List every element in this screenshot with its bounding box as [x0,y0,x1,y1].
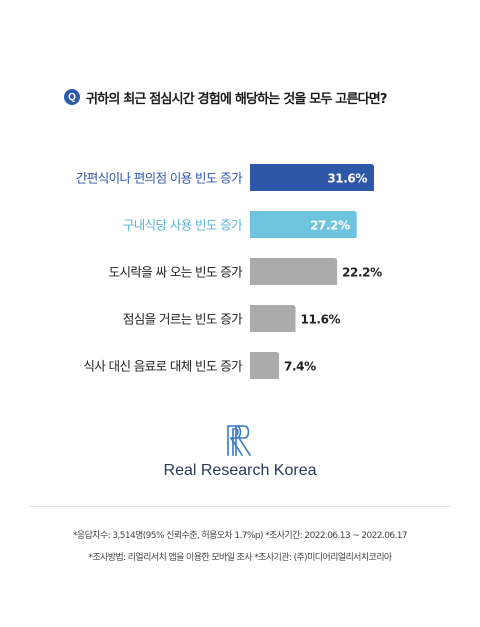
survey-question: Q 귀하의 최근 점심시간 경험에 해당하는 것을 모두 고른다면? [64,88,387,107]
rr-monogram-icon [227,425,252,456]
footnote-sample: *응답자수: 3,514명(95% 신뢰수준, 허용오차 1.7%p) *조사기… [73,531,408,541]
value-label-3: 22.2% [342,266,382,280]
brand-name: Real Research Korea [163,462,317,479]
category-label-2: 구내식당 사용 빈도 증가 [123,218,243,233]
category-label-3: 도시락을 싸 오는 빈도 증가 [109,265,243,280]
category-label-1: 간편식이나 편의점 이용 빈도 증가 [76,171,243,186]
footnote-method: *조사방법: 리얼리서치 앱을 이용한 모바일 조사 *조사기관: (주)미디어… [88,553,392,563]
question-badge-icon: Q [64,89,80,105]
bar-2 [250,211,357,238]
bar-1 [250,164,374,191]
category-label-5: 식사 대신 음료로 대체 빈도 증가 [83,359,243,374]
value-label-2: 27.2% [310,219,350,233]
bar-4 [250,305,296,332]
bar-3 [250,258,338,285]
category-label-4: 점심을 거르는 빈도 증가 [123,312,243,327]
value-label-1: 31.6% [327,172,367,186]
bar-chart: 간편식이나 편의점 이용 빈도 증가 31.6% 구내식당 사용 빈도 증가 27.2… [76,164,383,379]
question-text: 귀하의 최근 점심시간 경험에 해당하는 것을 모두 고른다면? [86,91,387,107]
value-label-5: 7.4% [284,360,316,374]
footer-divider [30,506,450,507]
value-label-4: 11.6% [301,313,341,327]
bar-5 [250,352,280,379]
